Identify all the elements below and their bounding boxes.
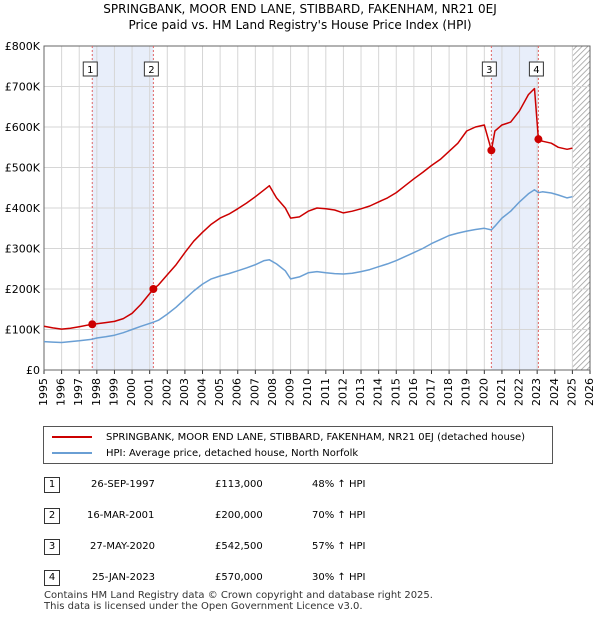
x-tick-label: 2010: [301, 378, 314, 406]
y-tick-label: £600K: [5, 121, 41, 134]
sale-number: 2: [44, 508, 60, 524]
x-tick-label: 2019: [460, 378, 473, 406]
sale-row: 1 26-SEP-1997 £113,000 48% ↑ HPI: [0, 475, 600, 497]
y-tick-label: £0: [26, 364, 40, 377]
plot-border: [43, 45, 591, 371]
x-tick-label: 2024: [548, 378, 561, 406]
legend-label-property: SPRINGBANK, MOOR END LANE, STIBBARD, FAK…: [106, 431, 526, 443]
sale-label-box: [82, 61, 98, 77]
x-tick-label: 2016: [407, 378, 420, 406]
y-tick-label: £400K: [5, 202, 41, 215]
x-tick-label: 2022: [513, 378, 526, 406]
sale-label-number: 2: [148, 65, 154, 76]
y-tick-label: £200K: [5, 283, 41, 296]
x-tick-label: 2020: [477, 378, 490, 406]
y-tick-label: £100K: [5, 324, 41, 337]
x-tick-label: 2013: [354, 378, 367, 406]
x-tick-label: 2009: [284, 378, 297, 406]
x-tick-label: 1998: [90, 378, 103, 406]
sale-label-box: [481, 61, 497, 77]
sale-row: 2 16-MAR-2001 £200,000 70% ↑ HPI: [0, 506, 600, 528]
sale-date: 26-SEP-1997: [91, 479, 155, 490]
x-tick-label: 2003: [178, 378, 191, 406]
sale-price: £570,000: [215, 572, 263, 583]
sale-hpi-change: 70% ↑ HPI: [312, 510, 366, 521]
x-tick-label: 2023: [530, 378, 543, 406]
y-tick-label: £700K: [5, 81, 41, 94]
sale-date: 25-JAN-2023: [92, 572, 156, 583]
legend-item-hpi: HPI: Average price, detached house, Nort…: [52, 445, 358, 461]
sale-label-number: 3: [486, 65, 492, 76]
sale-label-number: 4: [533, 65, 539, 76]
sale-row: 3 27-MAY-2020 £542,500 57% ↑ HPI: [0, 537, 600, 559]
sale-number: 1: [44, 477, 60, 493]
x-tick-label: 2021: [495, 378, 508, 406]
chart-title-line-1: SPRINGBANK, MOOR END LANE, STIBBARD, FAK…: [103, 2, 497, 16]
sale-number: 3: [44, 539, 60, 555]
legend: SPRINGBANK, MOOR END LANE, STIBBARD, FAK…: [43, 426, 553, 464]
sale-point: [487, 146, 496, 155]
x-tick-label: 2025: [565, 378, 578, 406]
x-tick-label: 2002: [160, 378, 173, 406]
x-tick-label: 1996: [55, 378, 68, 406]
footer: Contains HM Land Registry data © Crown c…: [44, 590, 433, 612]
x-tick-label: 2007: [248, 378, 261, 406]
x-tick-label: 2004: [196, 378, 209, 406]
sale-price: £542,500: [215, 541, 263, 552]
x-tick-label: 2014: [372, 378, 385, 406]
x-tick-label: 1999: [107, 378, 120, 406]
sale-point: [534, 135, 543, 144]
x-tick-label: 2006: [231, 378, 244, 406]
sale-hpi-change: 30% ↑ HPI: [312, 572, 366, 583]
sale-price: £200,000: [215, 510, 263, 521]
x-tick-label: 2015: [389, 378, 402, 406]
sale-row: 4 25-JAN-2023 £570,000 30% ↑ HPI: [0, 568, 600, 590]
series-line-property: [43, 87, 573, 330]
x-tick-label: 2001: [143, 378, 156, 406]
series-line-hpi: [43, 189, 573, 344]
footer-copyright: Contains HM Land Registry data © Crown c…: [44, 590, 433, 601]
x-tick-label: 1997: [72, 378, 85, 406]
y-tick-label: £500K: [5, 162, 41, 175]
sale-hpi-change: 48% ↑ HPI: [312, 479, 366, 490]
x-tick-label: 2018: [442, 378, 455, 406]
sale-point: [149, 285, 158, 293]
sale-label-box: [143, 61, 159, 77]
chart-title-line-2: Price paid vs. HM Land Registry's House …: [128, 18, 472, 32]
sale-label-box: [528, 61, 544, 77]
x-tick-label: 1995: [37, 378, 50, 406]
legend-label-hpi: HPI: Average price, detached house, Nort…: [106, 447, 359, 459]
sale-date: 16-MAR-2001: [87, 510, 155, 521]
legend-swatch-red: [52, 436, 92, 438]
legend-swatch-blue: [52, 452, 92, 454]
x-tick-label: 2011: [319, 378, 332, 406]
x-tick-label: 2017: [424, 378, 437, 406]
sale-hpi-change: 57% ↑ HPI: [312, 541, 366, 552]
sale-price: £113,000: [215, 479, 263, 490]
y-tick-label: £300K: [5, 243, 41, 256]
price-chart: £0 £100K £200K £300K £400K £500K £600K £700K £80…: [5, 40, 596, 406]
x-tick-label: 2008: [266, 378, 279, 406]
x-tick-label: 2005: [213, 378, 226, 406]
legend-item-property: SPRINGBANK, MOOR END LANE, STIBBARD, FAK…: [52, 429, 525, 445]
footer-licence: This data is licensed under the Open Gov…: [44, 601, 363, 612]
sale-point: [88, 320, 97, 329]
x-tick-label: 2000: [125, 378, 138, 406]
y-tick-label: £800K: [5, 40, 41, 53]
sale-date: 27-MAY-2020: [90, 541, 156, 552]
sale-number: 4: [44, 570, 60, 586]
x-tick-label: 2026: [583, 378, 596, 406]
x-tick-label: 2012: [336, 378, 349, 406]
sale-label-number: 1: [87, 65, 93, 76]
